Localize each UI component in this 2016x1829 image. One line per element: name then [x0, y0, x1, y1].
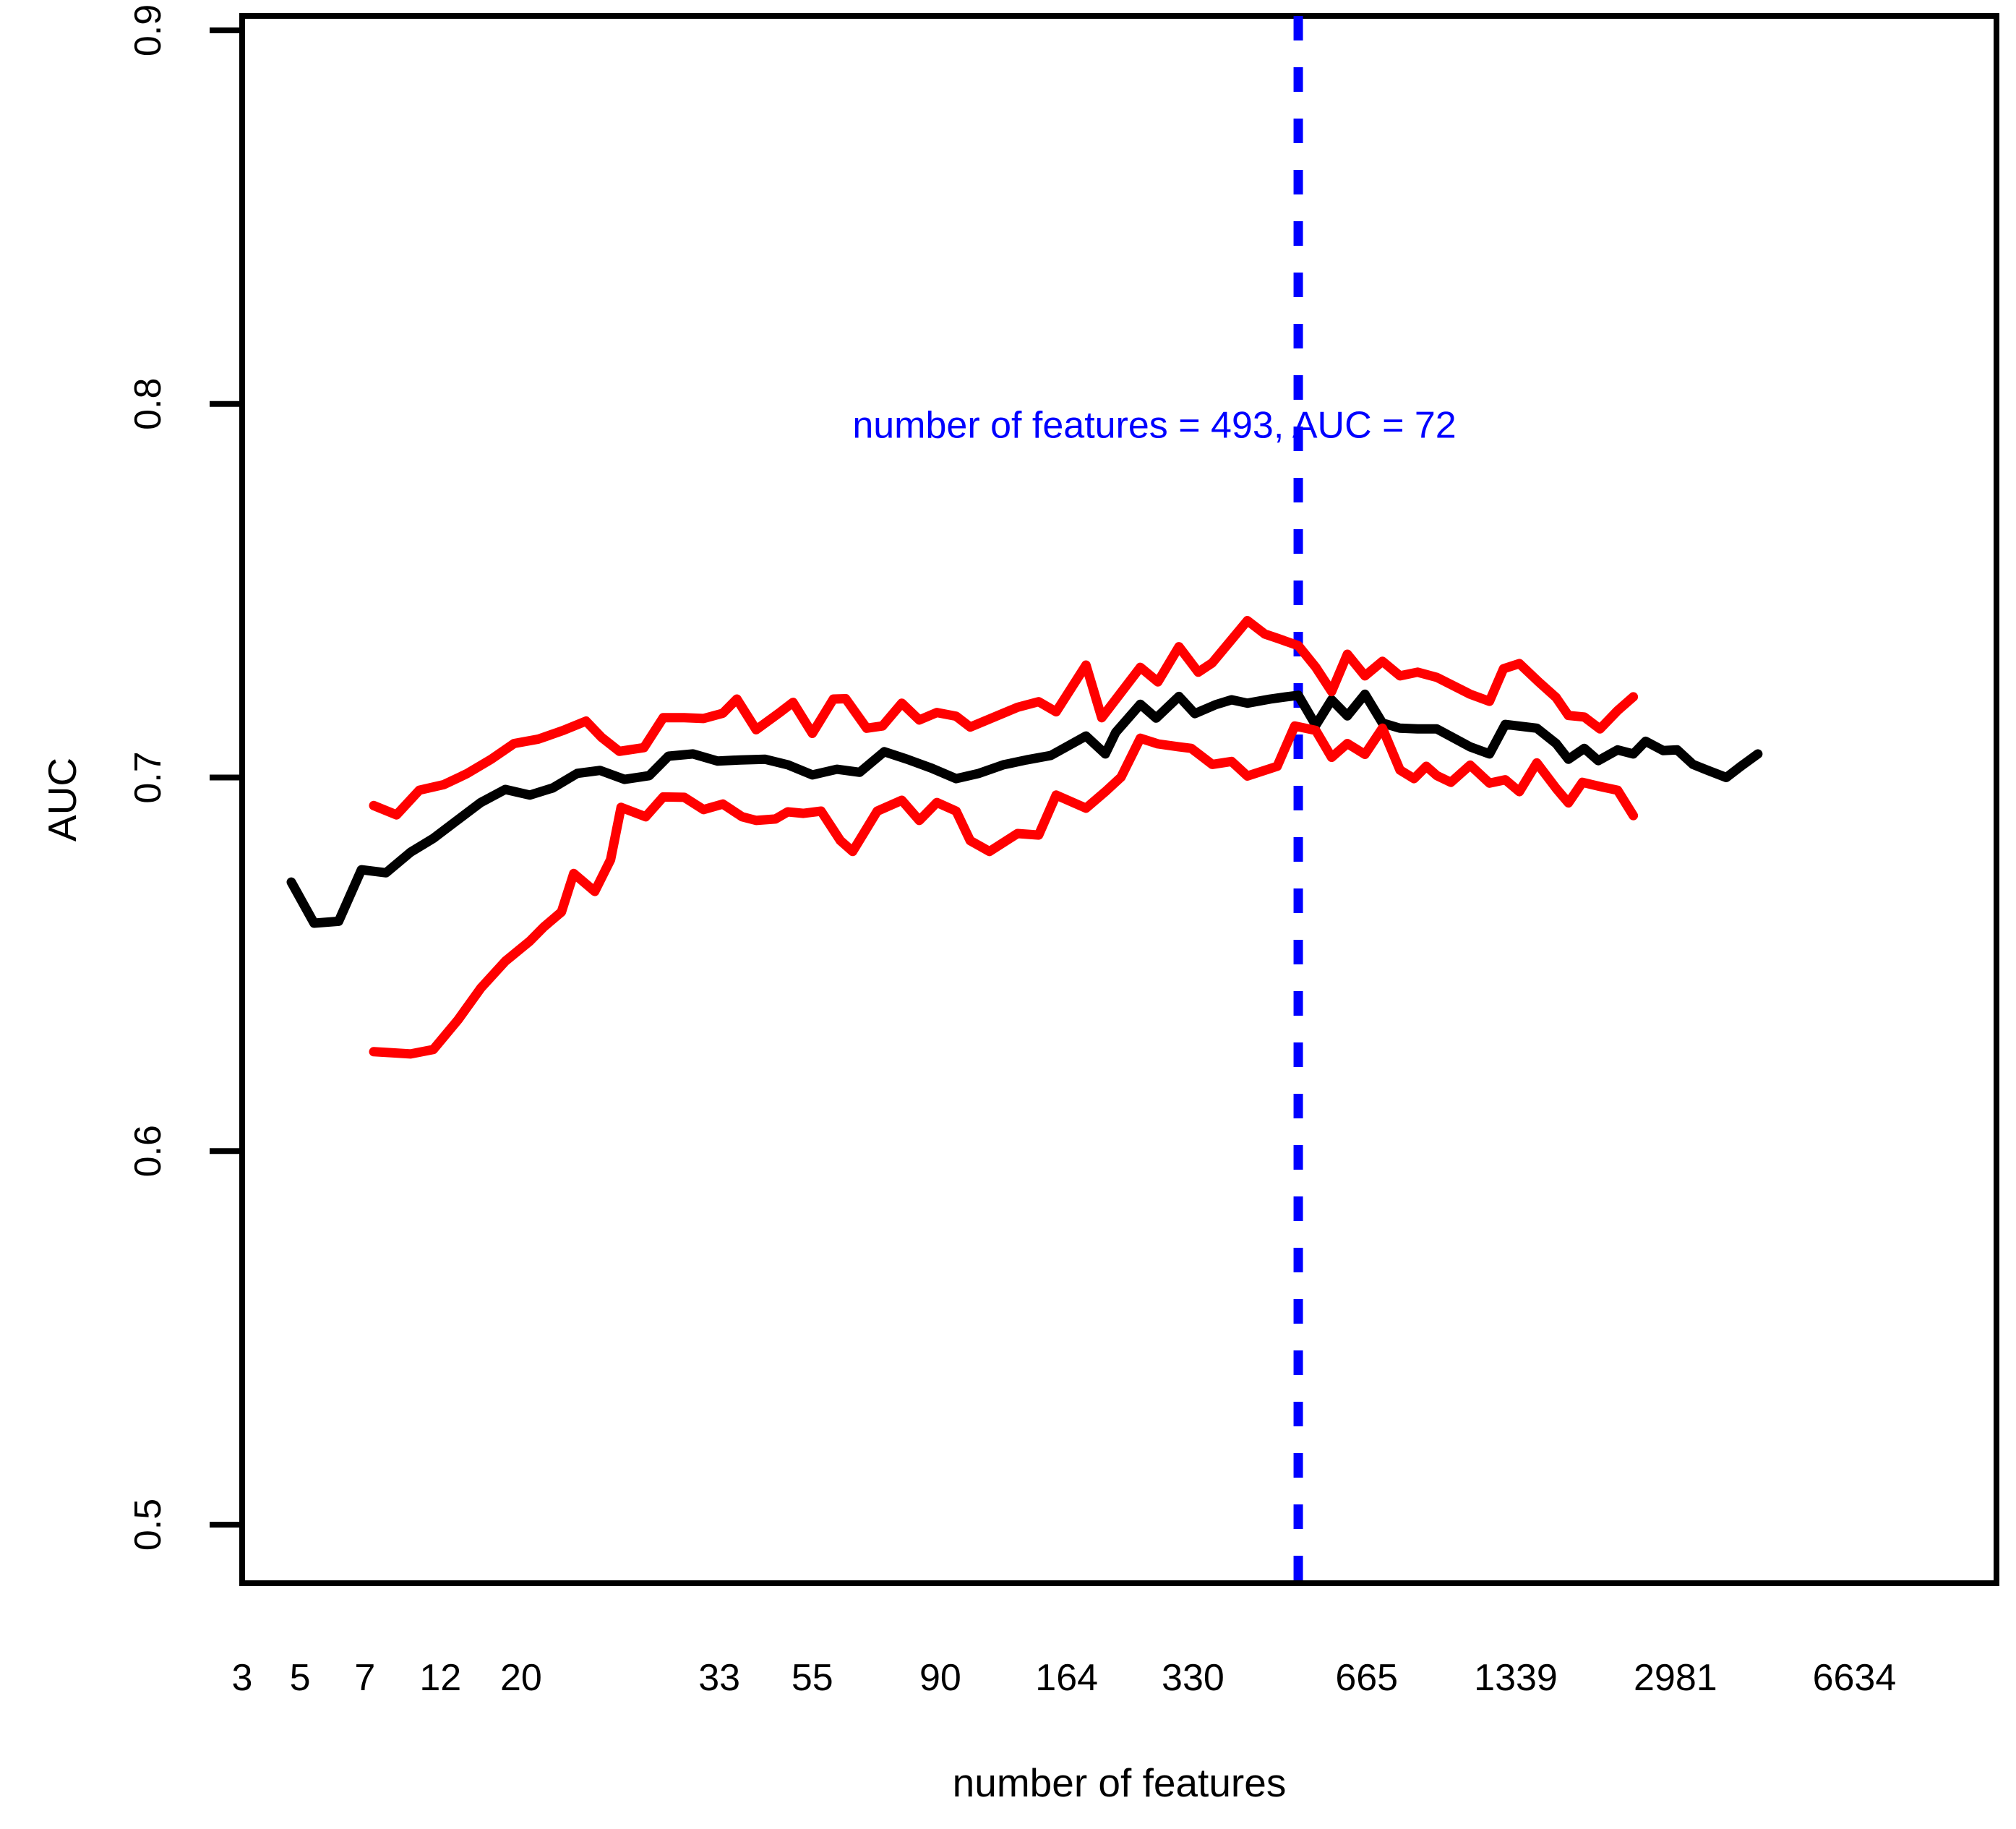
y-tick-label: 0.8: [127, 378, 169, 430]
x-tick-label: 6634: [1813, 1657, 1897, 1699]
x-tick-label: 330: [1162, 1657, 1224, 1699]
x-tick-label: 2981: [1634, 1657, 1717, 1699]
mean-auc-line: [286, 689, 1763, 928]
x-tick-label: 3: [232, 1657, 253, 1699]
y-axis-title: AUC: [40, 758, 85, 841]
upper-ci-line: [369, 616, 1639, 820]
annotation-text: number of features = 493, AUC = 72: [852, 404, 1456, 446]
y-tick-label: 0.6: [127, 1125, 169, 1177]
y-tick-label: 0.5: [127, 1499, 169, 1551]
x-tick-label: 5: [290, 1657, 311, 1699]
x-tick-label: 164: [1035, 1657, 1098, 1699]
x-tick-label: 20: [500, 1657, 542, 1699]
x-tick-label: 12: [419, 1657, 461, 1699]
x-tick-label: 33: [698, 1657, 740, 1699]
x-tick-label: 7: [354, 1657, 375, 1699]
y-tick-label: 0.9: [127, 4, 169, 56]
lower-ci-line: [369, 721, 1639, 1059]
x-tick-label: 665: [1335, 1657, 1398, 1699]
x-axis-title: number of features: [953, 1760, 1287, 1805]
x-tick-label: 55: [792, 1657, 833, 1699]
x-tick-label: 90: [919, 1657, 961, 1699]
x-tick-label: 1339: [1474, 1657, 1558, 1699]
plot-box-border: [239, 13, 1999, 1586]
y-tick-label: 0.7: [127, 751, 169, 803]
